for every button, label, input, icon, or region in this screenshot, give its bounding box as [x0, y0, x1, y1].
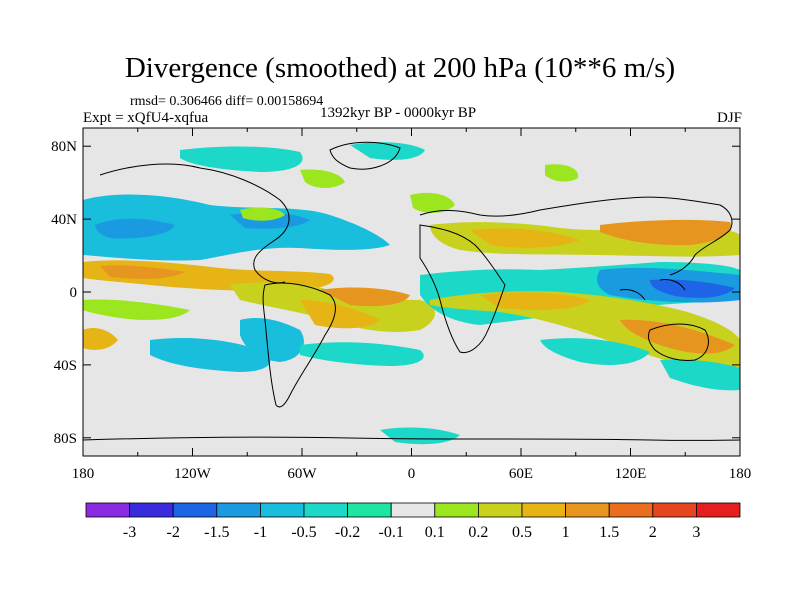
colorbar-swatch: [85, 502, 130, 518]
map-title: Divergence (smoothed) at 200 hPa (10**6 …: [124, 52, 676, 84]
lon-tick-label: 60E: [509, 466, 533, 482]
colorbar-swatch: [434, 502, 479, 518]
lat-tick-label: 80S: [54, 431, 77, 447]
colorbar-label: 0.2: [468, 524, 488, 541]
colorbar-label: 1: [562, 524, 570, 541]
colorbar-label: -0.5: [291, 524, 316, 541]
period-label: 1392kyr BP - 0000kyr BP: [320, 105, 477, 121]
lon-tick-label: 60W: [287, 466, 317, 482]
colorbar-swatch: [565, 502, 610, 518]
colorbar-label: -3: [123, 524, 136, 541]
colorbar-swatch: [477, 502, 523, 518]
colorbar-swatch: [129, 502, 174, 518]
colorbar-label: 2: [649, 524, 657, 541]
lon-tick-label: 0: [408, 466, 416, 482]
colorbar-swatch: [259, 502, 305, 518]
lat-tick-label: 0: [70, 285, 78, 301]
colorbar-label: -0.2: [335, 524, 360, 541]
colorbar-label: -0.1: [379, 524, 404, 541]
season-label: DJF: [716, 110, 742, 126]
colorbar-swatch: [216, 502, 261, 518]
experiment-label: Expt = xQfU4-xqfua: [83, 110, 209, 126]
colorbar-label: 0.1: [425, 524, 445, 541]
colorbar: -3 -2 -1.5 -1 -0.5 -0.2 -0.1 0.1 0.2 0.5 1 1.5 2 3: [85, 502, 741, 541]
colorbar-swatch: [347, 502, 392, 518]
lon-tick-label: 120W: [174, 466, 212, 482]
coastlines: [83, 141, 740, 441]
lat-tick-label: 80N: [51, 139, 77, 155]
stats-line: rmsd= 0.306466 diff= 0.00158694: [130, 94, 324, 109]
colorbar-swatch: [303, 502, 348, 518]
lon-tick-label: 120E: [615, 466, 647, 482]
colorbar-label: -1.5: [204, 524, 229, 541]
colorbar-swatch: [652, 502, 697, 518]
colorbar-label: 1.5: [599, 524, 619, 541]
colorbar-swatch: [172, 502, 218, 518]
colorbar-swatch: [390, 502, 436, 518]
colorbar-label: 0.5: [512, 524, 532, 541]
colorbar-label: -1: [254, 524, 267, 541]
lon-tick-label: 180: [729, 466, 752, 482]
longitude-axis: 180 120W 60W 0 60E 120E 180: [72, 128, 752, 482]
divergence-contours: [83, 142, 740, 445]
colorbar-swatch: [521, 502, 566, 518]
colorbar-label: 3: [692, 524, 700, 541]
lat-tick-label: 40N: [51, 212, 77, 228]
map-field: [83, 128, 740, 456]
colorbar-label: -2: [167, 524, 180, 541]
lat-tick-label: 40S: [54, 358, 77, 374]
lon-tick-label: 180: [72, 466, 95, 482]
latitude-axis: 80N 40N 0 40S 80S: [51, 139, 740, 447]
colorbar-swatch: [696, 502, 741, 518]
colorbar-swatch: [608, 502, 654, 518]
